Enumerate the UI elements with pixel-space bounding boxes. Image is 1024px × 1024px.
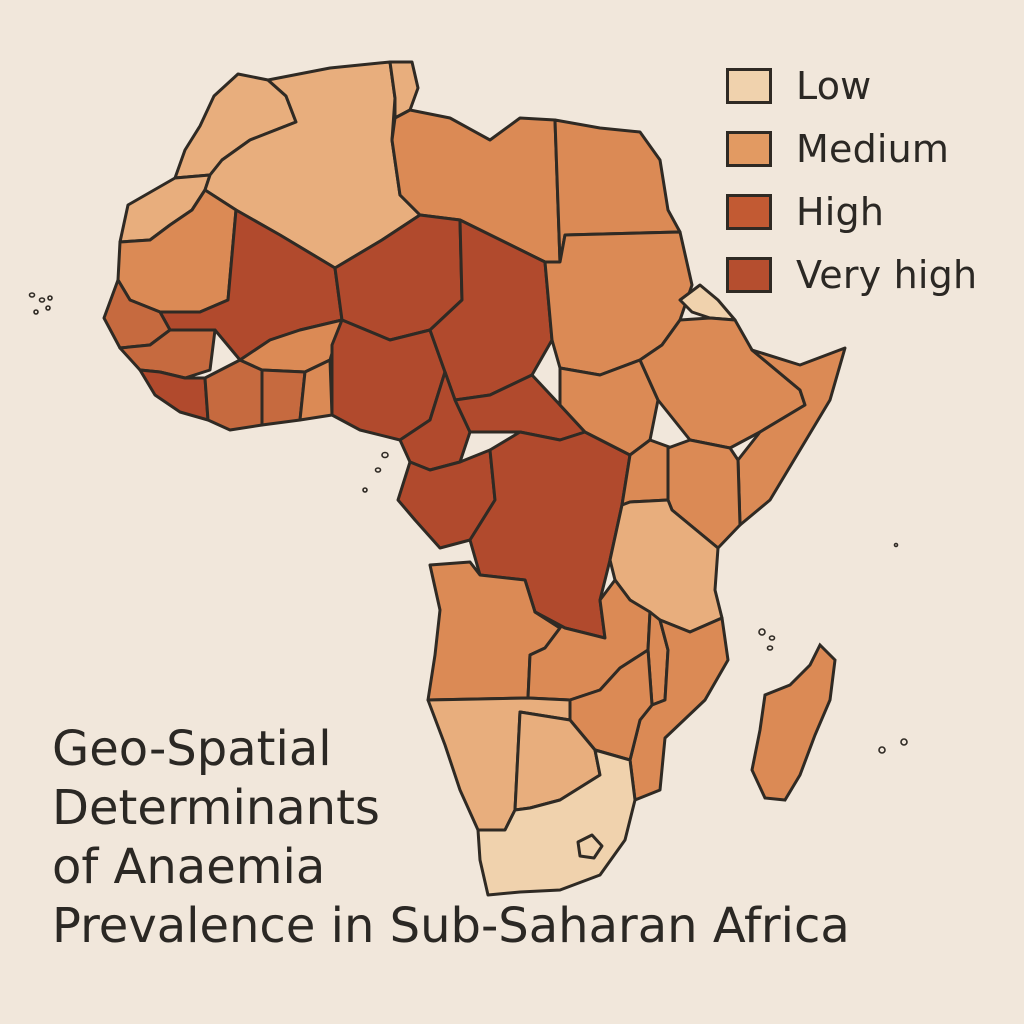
legend-item-medium: Medium xyxy=(726,117,1016,180)
title-line-1: Geo-Spatial xyxy=(52,721,332,777)
region-madagascar[interactable] xyxy=(750,642,837,802)
legend-label-very-high: Very high xyxy=(796,252,978,297)
title-line-3: of Anaemia xyxy=(52,839,326,895)
islands xyxy=(28,292,908,754)
region-south-africa[interactable] xyxy=(476,748,637,897)
map-title: Geo-Spatial Determinants of Anaemia Prev… xyxy=(52,720,850,956)
title-line-4: Prevalence in Sub-Saharan Africa xyxy=(52,898,850,954)
legend-item-very-high: Very high xyxy=(726,243,1016,306)
legend-swatch-high xyxy=(726,193,772,230)
legend-item-high: High xyxy=(726,180,1016,243)
region-lesotho[interactable] xyxy=(576,833,604,860)
title-line-2: Determinants xyxy=(52,780,380,836)
legend-item-low: Low xyxy=(726,54,1016,117)
region-ghana[interactable] xyxy=(260,368,307,427)
region-sierra-leone-liberia[interactable] xyxy=(138,368,210,422)
region-cote-divoire[interactable] xyxy=(203,358,264,432)
legend-label-medium: Medium xyxy=(796,126,950,171)
region-mozambique[interactable] xyxy=(628,616,730,802)
legend-swatch-medium xyxy=(726,130,772,167)
legend-swatch-low xyxy=(726,67,772,104)
legend-label-low: Low xyxy=(796,63,872,108)
legend: Low Medium High Very high xyxy=(726,54,1016,306)
region-somalia[interactable] xyxy=(736,346,847,527)
legend-label-high: High xyxy=(796,189,885,234)
legend-swatch-very-high xyxy=(726,256,772,293)
